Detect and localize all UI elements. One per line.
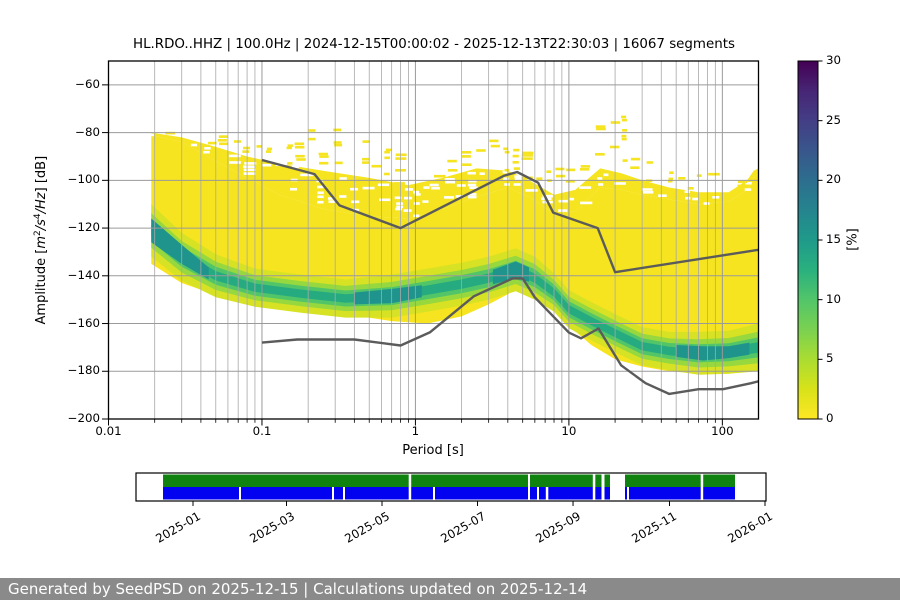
- y-axis-label-exp4: 4: [32, 213, 43, 220]
- y-tick-label: −120: [67, 220, 100, 235]
- y-tick-label: −80: [75, 124, 100, 139]
- y-tick-label: −60: [75, 76, 100, 91]
- coverage-gap: [332, 487, 334, 500]
- coverage-gap: [610, 474, 625, 500]
- nhnm-line: [261, 158, 759, 274]
- colorbar-tick-label: 30: [826, 53, 842, 67]
- coverage-gap: [700, 474, 704, 500]
- colorbar-tick-label: 25: [826, 112, 842, 127]
- y-tick-label: −180: [67, 363, 100, 378]
- colorbar-tick-label: 20: [826, 172, 842, 187]
- x-tick-label: 10: [561, 424, 577, 438]
- x-tick-label: 1: [411, 424, 420, 438]
- footer-bar: Generated by SeedPSD on 2025-12-15 | Cal…: [0, 578, 900, 600]
- psd-coverage-strip: [163, 487, 736, 500]
- coverage-gap: [627, 487, 629, 500]
- footer-text: Generated by SeedPSD on 2025-12-15 | Cal…: [8, 580, 588, 598]
- coverage-gap: [601, 474, 605, 500]
- y-tick-label: −100: [67, 172, 100, 187]
- plot-title: HL.RDO..HHZ | 100.0Hz | 2024-12-15T00:00…: [133, 37, 735, 52]
- colorbar: [797, 60, 819, 420]
- nlnm-line: [261, 277, 759, 396]
- y-axis-label-hz: /Hz: [34, 192, 50, 214]
- y-tick-label: −160: [67, 315, 100, 330]
- coverage-timeline: [135, 472, 767, 506]
- axes-spine: [107, 60, 760, 420]
- coverage-gap: [537, 487, 539, 500]
- y-axis-label-s: /s: [34, 219, 50, 231]
- coverage-gap: [592, 474, 596, 500]
- coverage-gap: [239, 487, 241, 500]
- coverage-gap: [433, 487, 435, 500]
- x-tick-label: 100: [711, 424, 734, 438]
- coverage-gap: [545, 487, 549, 500]
- colorbar-tick-label: 15: [826, 232, 842, 246]
- colorbar-ticks: [818, 60, 823, 420]
- y-axis-label-exp2: 2: [32, 230, 43, 236]
- x-tick-label: 0.01: [95, 424, 122, 438]
- x-tick-label: 0.1: [252, 424, 272, 438]
- density-cloud: [149, 115, 759, 375]
- y-axis-label-suffix: ] [dB]: [34, 155, 50, 193]
- grid-lines: [108, 61, 759, 419]
- colorbar-tick-label: 10: [826, 291, 842, 306]
- coverage-gap: [343, 487, 345, 500]
- coverage-gap: [528, 474, 530, 500]
- colorbar-label: [%]: [845, 228, 861, 251]
- colorbar-tick-label: 5: [826, 351, 834, 366]
- noise-model-lines: [261, 158, 759, 396]
- y-axis-label: Amplitude [m2/s4/Hz] [dB]: [33, 75, 49, 405]
- y-tick-label: −140: [67, 267, 100, 282]
- y-axis-label-prefix: Amplitude [: [34, 248, 50, 325]
- availability-strip: [163, 474, 736, 487]
- coverage-gap: [408, 474, 412, 500]
- x-axis-label: Period [s]: [402, 443, 464, 458]
- colorbar-tick-label: 0: [826, 411, 834, 425]
- y-tick-label: −200: [67, 411, 100, 425]
- y-axis-label-m: m: [34, 235, 50, 249]
- axis-ticks: [102, 84, 723, 426]
